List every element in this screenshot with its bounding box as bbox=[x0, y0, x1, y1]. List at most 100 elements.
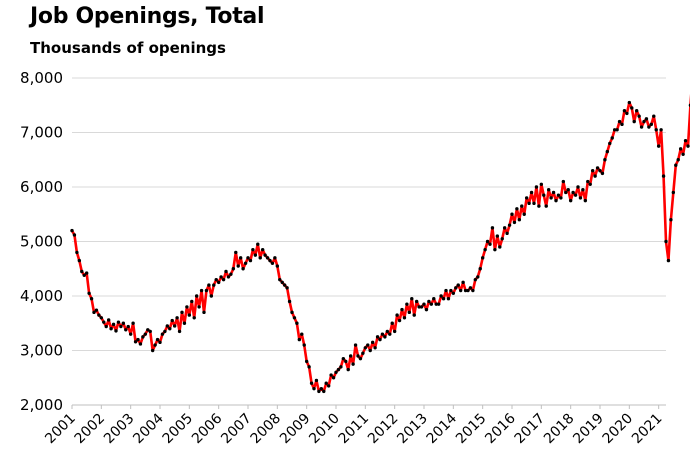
data-point bbox=[270, 261, 275, 265]
x-tick-label: 2015 bbox=[453, 411, 490, 448]
data-point bbox=[263, 253, 267, 257]
data-point bbox=[190, 299, 194, 304]
data-point bbox=[407, 310, 412, 315]
data-point bbox=[329, 373, 333, 377]
data-point bbox=[246, 256, 250, 260]
y-axis: 2,000 3,000 4,000 5,000 6,000 7,000 8,000 bbox=[20, 69, 63, 414]
data-point bbox=[468, 286, 473, 290]
data-point bbox=[485, 239, 490, 244]
data-point bbox=[241, 267, 245, 271]
data-point bbox=[111, 322, 116, 327]
data-point bbox=[158, 340, 162, 345]
data-point bbox=[466, 288, 470, 293]
data-point bbox=[80, 269, 84, 274]
data-point bbox=[476, 275, 480, 279]
data-point bbox=[542, 193, 546, 197]
data-point bbox=[165, 324, 170, 328]
data-point bbox=[104, 324, 108, 329]
data-point bbox=[593, 174, 597, 178]
x-tick-label: 2021 bbox=[629, 411, 666, 448]
data-point bbox=[554, 198, 558, 203]
data-point bbox=[388, 332, 392, 336]
data-point bbox=[397, 318, 402, 323]
data-point bbox=[644, 117, 649, 121]
data-point bbox=[395, 313, 399, 317]
x-tick-label: 2016 bbox=[482, 410, 519, 447]
data-point bbox=[678, 147, 683, 151]
data-point bbox=[681, 152, 685, 156]
data-point bbox=[422, 302, 426, 306]
data-point bbox=[172, 324, 177, 328]
data-point bbox=[402, 316, 407, 320]
data-point bbox=[380, 332, 385, 336]
data-point bbox=[559, 196, 563, 200]
x-axis: 2001200220032004200520062007200820092010… bbox=[42, 404, 666, 448]
data-point bbox=[383, 335, 387, 339]
x-tick-label: 2008 bbox=[248, 411, 285, 448]
data-point bbox=[446, 297, 451, 301]
data-point bbox=[568, 198, 573, 203]
data-point bbox=[102, 320, 106, 324]
data-point bbox=[285, 286, 289, 290]
data-point bbox=[517, 218, 522, 222]
data-point bbox=[378, 337, 382, 342]
data-point bbox=[72, 233, 77, 237]
data-point bbox=[363, 346, 368, 350]
x-tick-label: 2010 bbox=[306, 411, 343, 448]
data-point bbox=[82, 273, 86, 277]
data-point bbox=[520, 204, 524, 208]
data-point bbox=[336, 367, 341, 372]
data-point bbox=[436, 302, 441, 306]
data-point bbox=[632, 119, 636, 124]
data-point bbox=[221, 277, 226, 282]
data-point bbox=[375, 335, 380, 339]
data-point bbox=[439, 294, 443, 298]
data-point bbox=[385, 329, 390, 334]
data-point bbox=[150, 348, 155, 353]
data-point bbox=[326, 384, 331, 388]
x-tick-label: 2011 bbox=[336, 411, 373, 448]
data-point bbox=[163, 329, 167, 334]
data-point bbox=[532, 201, 536, 206]
data-point bbox=[507, 223, 512, 227]
data-point bbox=[280, 280, 284, 285]
data-point bbox=[214, 277, 218, 282]
data-point bbox=[109, 327, 113, 331]
data-point bbox=[199, 288, 204, 293]
data-point bbox=[290, 310, 294, 315]
x-tick-label: 2013 bbox=[394, 411, 431, 448]
data-point bbox=[502, 226, 507, 230]
y-tick-label: 3,000 bbox=[20, 342, 63, 360]
data-point bbox=[478, 267, 482, 271]
data-point bbox=[77, 258, 82, 263]
data-point bbox=[549, 196, 553, 200]
data-point bbox=[400, 307, 404, 312]
data-point bbox=[427, 299, 431, 304]
data-point bbox=[346, 367, 350, 372]
data-point bbox=[138, 342, 143, 346]
data-point bbox=[544, 204, 548, 208]
data-point bbox=[586, 179, 590, 184]
x-tick-label: 2012 bbox=[365, 411, 402, 448]
data-point bbox=[546, 188, 551, 192]
data-point bbox=[256, 242, 260, 246]
data-point bbox=[603, 158, 607, 162]
data-point bbox=[637, 114, 641, 118]
data-point bbox=[216, 280, 221, 285]
x-tick-label: 2006 bbox=[189, 410, 226, 447]
data-point bbox=[652, 114, 656, 118]
data-point bbox=[75, 250, 79, 255]
data-point bbox=[576, 185, 580, 189]
data-point bbox=[300, 332, 304, 336]
data-point bbox=[683, 138, 688, 143]
data-point bbox=[419, 305, 424, 309]
data-point bbox=[253, 253, 258, 257]
data-point bbox=[578, 196, 583, 200]
data-point bbox=[583, 198, 588, 203]
data-point bbox=[620, 122, 624, 127]
data-point bbox=[564, 190, 568, 195]
data-point bbox=[268, 258, 272, 263]
data-point bbox=[671, 190, 676, 195]
data-point bbox=[97, 313, 101, 317]
data-point bbox=[344, 359, 348, 364]
